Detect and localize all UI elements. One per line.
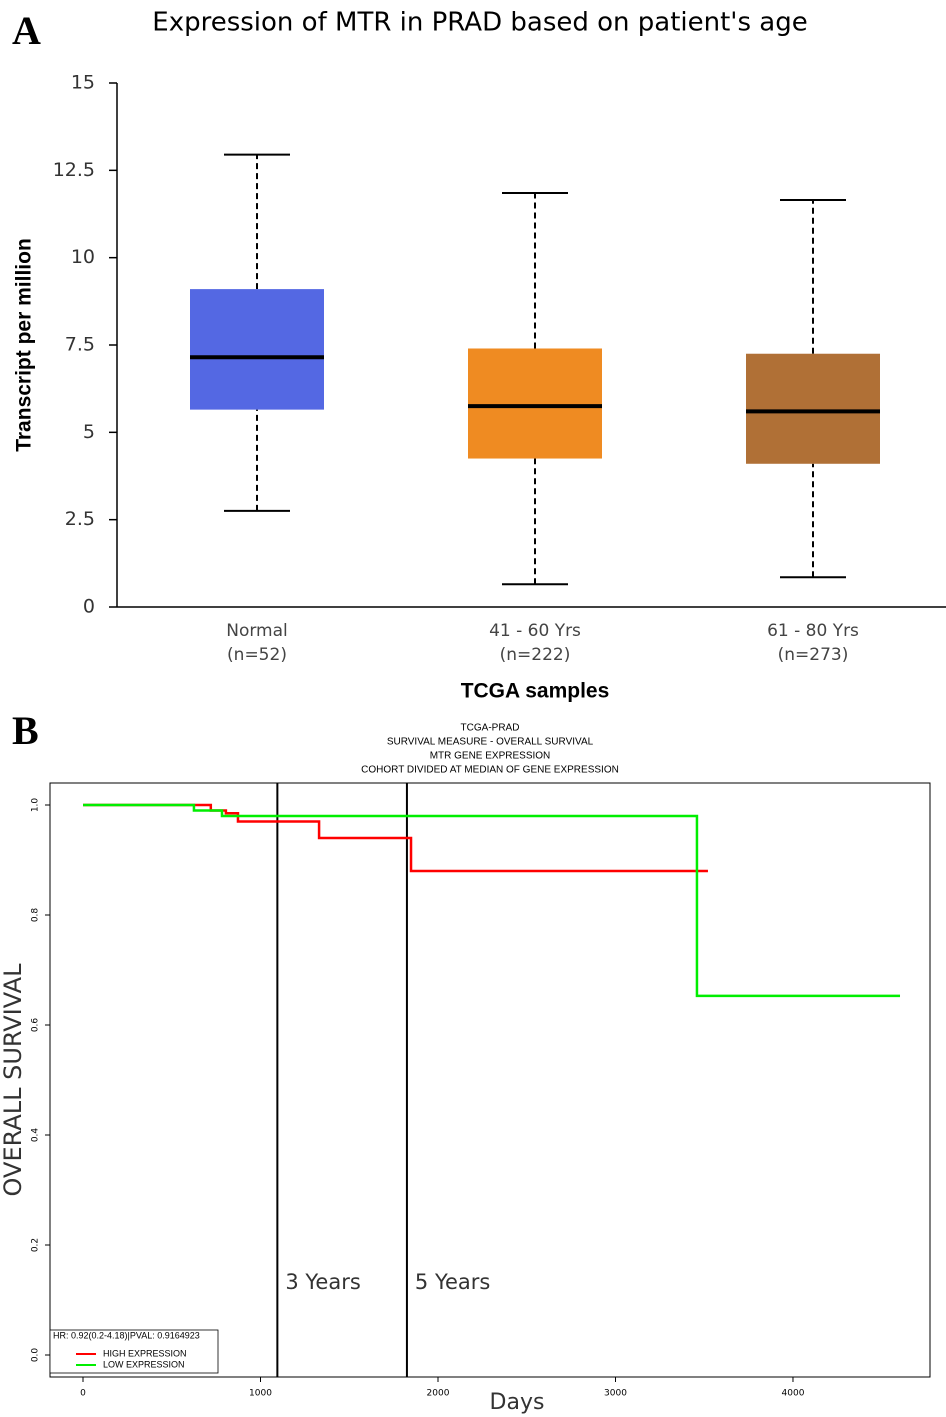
y-tick-label: 5: [83, 421, 95, 443]
x-tick-label: 3000: [604, 1389, 627, 1399]
x-tick-label: 2000: [427, 1389, 450, 1399]
y-tick-label: 2.5: [65, 508, 95, 530]
chart-title: MTR GENE EXPRESSION: [430, 751, 551, 762]
x-tick-label: 1000: [249, 1389, 272, 1399]
milestone-label: 5 Years: [415, 1270, 490, 1294]
y-tick-label: 0.2: [31, 1238, 41, 1252]
chart-title: Expression of MTR in PRAD based on patie…: [152, 8, 807, 38]
x-tick-label: 4000: [782, 1389, 805, 1399]
x-tick-label: 0: [80, 1389, 86, 1399]
y-tick-label: 0.8: [31, 908, 41, 923]
y-tick-label: 1.0: [31, 798, 41, 813]
box: [190, 289, 324, 410]
legend-label: HIGH EXPRESSION: [103, 1348, 187, 1358]
y-tick-label: 15: [71, 72, 95, 94]
y-tick-label: 0.6: [31, 1018, 41, 1033]
y-axis-label: OVERALL SURVIVAL: [0, 963, 27, 1197]
sample-size: (n=273): [778, 645, 849, 665]
y-tick-label: 0.0: [31, 1348, 41, 1363]
chart-title: TCGA-PRAD: [461, 723, 520, 734]
x-axis-label: Days: [490, 1390, 545, 1415]
x-tick-label: 41 - 60 Yrs: [489, 621, 581, 641]
box: [468, 348, 602, 459]
sample-size: (n=52): [227, 645, 287, 665]
y-tick-label: 0.4: [31, 1128, 41, 1143]
x-axis-label: TCGA samples: [461, 680, 610, 703]
legend-label: LOW EXPRESSION: [103, 1359, 185, 1369]
panel-label: A: [12, 8, 41, 53]
milestone-label: 3 Years: [285, 1270, 360, 1294]
sample-size: (n=222): [500, 645, 571, 665]
x-tick-label: 61 - 80 Yrs: [767, 621, 859, 641]
chart-title: SURVIVAL MEASURE - OVERALL SURVIVAL: [387, 737, 594, 748]
chart-title: COHORT DIVIDED AT MEDIAN OF GENE EXPRESS…: [361, 765, 619, 776]
plot-frame: [49, 782, 931, 1378]
y-tick-label: 12.5: [53, 159, 95, 181]
box: [746, 353, 880, 464]
panel-label: B: [12, 708, 39, 753]
y-tick-label: 0: [83, 596, 95, 618]
survival-curve: [83, 803, 901, 998]
y-tick-label: 7.5: [65, 334, 95, 356]
stats-text: HR: 0.92(0.2-4.18)|PVAL: 0.9164923: [53, 1330, 200, 1340]
y-axis-label: Transcript per million: [13, 238, 36, 452]
y-tick-label: 10: [71, 246, 95, 268]
x-tick-label: Normal: [226, 621, 288, 641]
